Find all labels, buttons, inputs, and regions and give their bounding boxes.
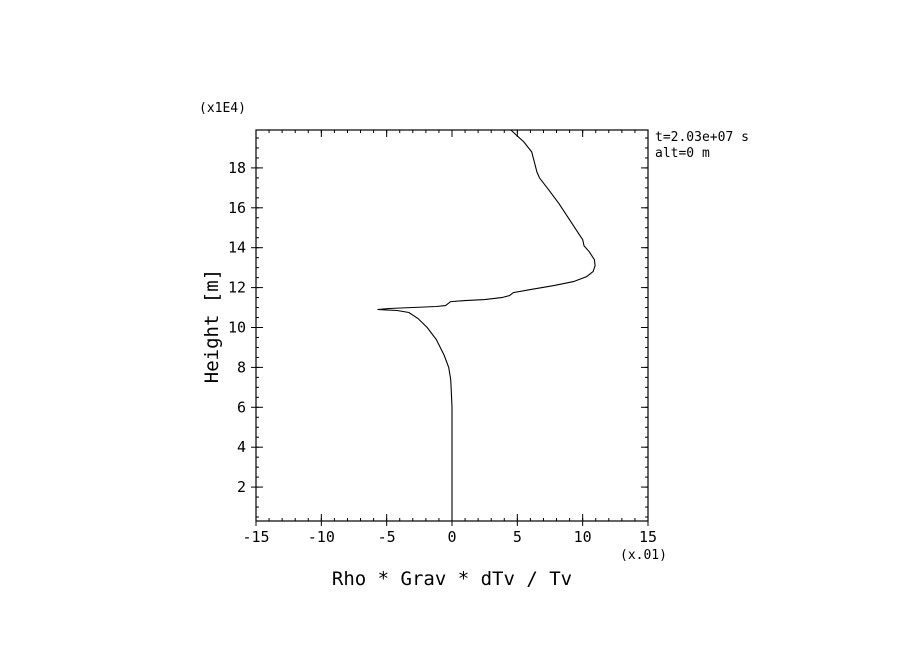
axis-ticks bbox=[251, 130, 649, 526]
y-multiplier-label: (x1E4) bbox=[199, 101, 246, 116]
x-tick-label: 5 bbox=[513, 528, 522, 546]
x-multiplier-label: (x.01) bbox=[620, 548, 667, 563]
y-tick-label: 10 bbox=[228, 318, 246, 336]
y-tick-label: 16 bbox=[228, 199, 246, 217]
x-tick-label: 10 bbox=[574, 528, 592, 546]
y-tick-label: 4 bbox=[237, 438, 246, 456]
x-axis-title: Rho * Grav * dTv / Tv bbox=[332, 568, 572, 590]
y-tick-label: 2 bbox=[237, 478, 246, 496]
y-tick-label: 18 bbox=[228, 159, 246, 177]
x-tick-label: 0 bbox=[447, 528, 456, 546]
y-axis-title: Height [m] bbox=[201, 269, 223, 383]
axis-tick-labels: -15 -10 -5 0 5 10 15 2 4 6 8 10 12 14 16 18 bbox=[228, 159, 657, 546]
x-tick-label: 15 bbox=[639, 528, 657, 546]
annotation-altitude: alt=0 m bbox=[655, 146, 710, 161]
x-tick-label: -5 bbox=[378, 528, 396, 546]
x-tick-label: -10 bbox=[308, 528, 335, 546]
y-tick-label: 12 bbox=[228, 279, 246, 297]
series-line bbox=[377, 129, 596, 521]
y-tick-label: 8 bbox=[237, 358, 246, 376]
y-tick-label: 6 bbox=[237, 398, 246, 416]
y-tick-label: 14 bbox=[228, 239, 246, 257]
series-layer bbox=[377, 129, 596, 521]
annotation-time: t=2.03e+07 s bbox=[655, 130, 749, 145]
x-tick-label: -15 bbox=[242, 528, 269, 546]
